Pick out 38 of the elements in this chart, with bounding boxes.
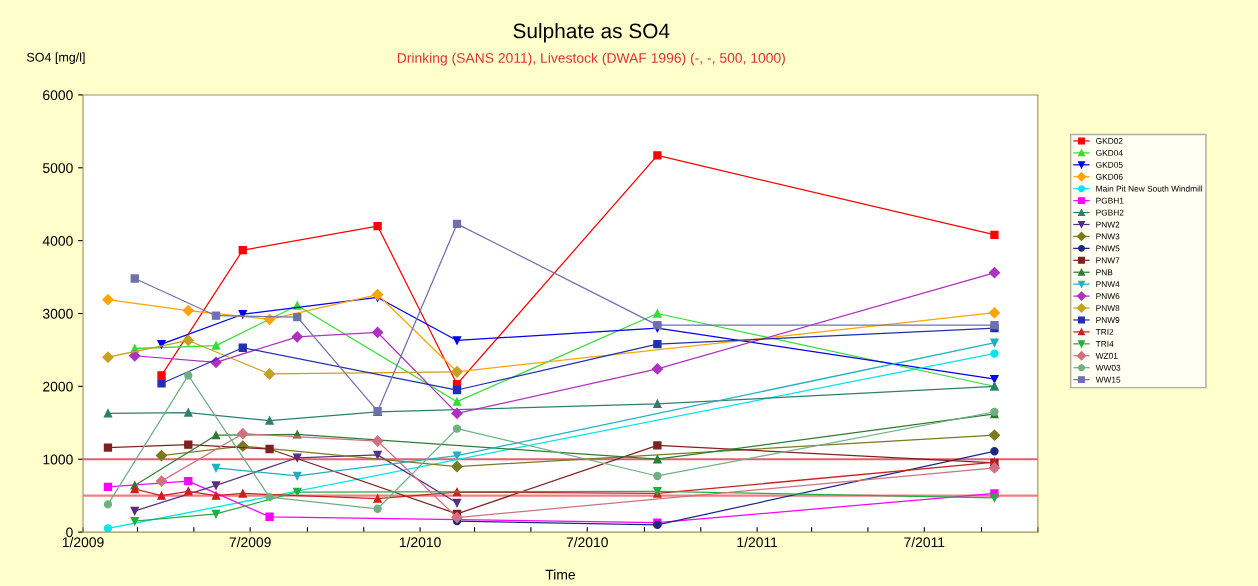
y-tick-label: 3000 <box>42 308 73 319</box>
legend-label: PNB <box>1096 269 1113 276</box>
legend-label: Main Pit New South Windmill <box>1096 185 1203 192</box>
legend-label: GKD06 <box>1096 173 1123 180</box>
legend-label: GKD04 <box>1096 149 1123 156</box>
legend-label: GKD02 <box>1096 138 1123 144</box>
legend-label: PNW5 <box>1096 245 1120 252</box>
y-axis-title: SO4 [mg/l] <box>26 52 85 65</box>
y-tick-label: 2000 <box>43 381 73 392</box>
chart-title: Sulphate as SO4 <box>513 22 670 43</box>
legend-label: WW03 <box>1095 364 1121 371</box>
legend-label: WZ01 <box>1095 352 1118 359</box>
x-tick-label: 7/2011 <box>904 536 945 548</box>
y-tick-label: 1000 <box>43 454 73 465</box>
legend-label: TRI2 <box>1095 329 1114 335</box>
legend-label: PNW3 <box>1096 233 1120 240</box>
x-tick-label: 1/2009 <box>62 536 104 548</box>
y-tick-label: 4000 <box>42 235 73 246</box>
legend-label: PNW8 <box>1096 305 1120 312</box>
y-tick-label: 5000 <box>42 163 73 173</box>
legend-label: PGBH2 <box>1096 209 1124 216</box>
legend-label: PNW4 <box>1096 281 1120 288</box>
legend-label: PNW2 <box>1096 221 1120 228</box>
x-tick-label: 7/2010 <box>566 536 608 548</box>
x-tick-label: 1/2010 <box>399 536 441 548</box>
legend-label: PNW6 <box>1096 293 1120 300</box>
legend-label: WW15 <box>1095 376 1121 383</box>
x-axis-title: Time <box>545 569 575 580</box>
y-tick-label: 0 <box>66 527 73 538</box>
x-tick-label: 7/2009 <box>229 536 271 548</box>
legend-label: PGBH1 <box>1096 197 1124 204</box>
legend-label: PNW7 <box>1096 257 1120 264</box>
chart-subtitle: Drinking (SANS 2011), Livestock (DWAF 1996) (-, -, 500, 1000) <box>397 52 785 66</box>
legend-label: GKD05 <box>1096 161 1123 168</box>
legend-label: PNW9 <box>1096 317 1120 323</box>
legend-label: TRI4 <box>1095 341 1114 347</box>
y-tick-label: 6000 <box>43 90 73 101</box>
x-tick-label: 1/2011 <box>737 536 778 548</box>
